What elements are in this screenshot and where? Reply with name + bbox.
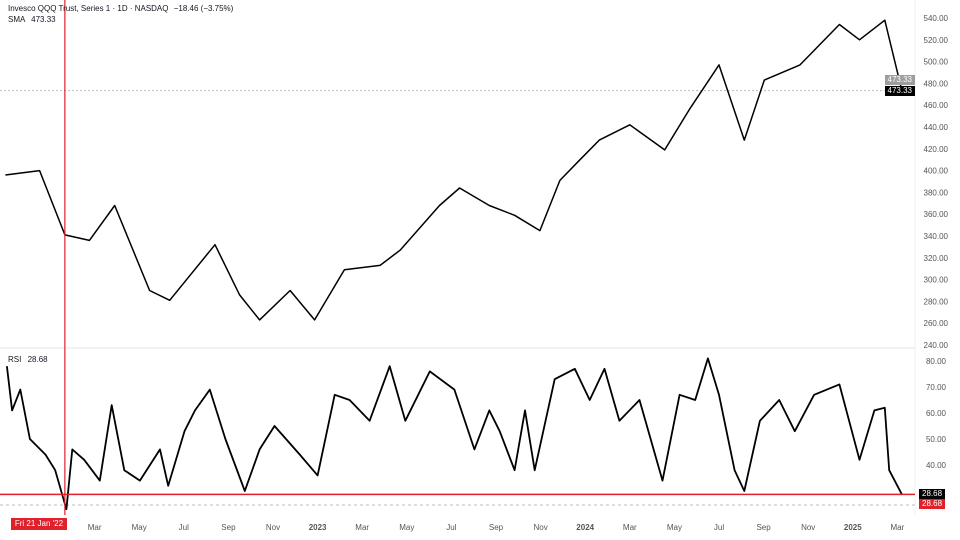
time-tick-label: Nov — [266, 523, 280, 532]
price-tick-label: 400.00 — [924, 167, 949, 176]
sma-legend[interactable]: SMA 473.33 — [8, 15, 56, 24]
price-tick-label: 380.00 — [924, 188, 949, 197]
price-change: −18.46 (−3.75%) — [173, 4, 234, 13]
price-tick-label: 460.00 — [924, 101, 949, 110]
sma-label: SMA — [8, 15, 25, 24]
time-tick-label: Mar — [891, 523, 905, 532]
time-tick-label: Mar — [88, 523, 102, 532]
time-tick-label: 2025 — [844, 523, 862, 532]
time-tick-label: Mar — [623, 523, 637, 532]
rsi-label: RSI — [8, 355, 22, 364]
rsi-tick-label: 60.00 — [926, 409, 947, 418]
time-tick-label: Jul — [714, 523, 724, 532]
rsi-tick-label: 40.00 — [926, 461, 947, 470]
price-tick-label: 360.00 — [924, 210, 949, 219]
rsi-last-badge: 28.68 — [919, 489, 946, 499]
time-tick-label: May — [667, 523, 682, 532]
time-tick-label: May — [399, 523, 414, 532]
price-tick-label: 340.00 — [924, 232, 949, 241]
sma-price-badge: 473.33 — [884, 75, 915, 85]
price-tick-label: 440.00 — [924, 123, 949, 132]
time-tick-label: Sep — [221, 523, 236, 532]
price-series-line — [5, 19, 903, 321]
time-tick-label: Jul — [179, 523, 189, 532]
crosshair-date-badge: Fri 21 Jan '22 — [10, 518, 68, 530]
price-tick-label: 240.00 — [924, 341, 949, 350]
time-tick-label: Nov — [801, 523, 815, 532]
rsi-tick-label: 50.00 — [926, 435, 947, 444]
price-tick-label: 420.00 — [924, 145, 949, 154]
symbol-legend[interactable]: Invesco QQQ Trust, Series 1 · 1D · NASDA… — [8, 4, 233, 13]
price-axis[interactable]: 540.00 520.00 500.00 480.00 460.00 440.00 420.… — [924, 14, 949, 350]
time-tick-label: 2024 — [576, 523, 594, 532]
symbol-title: Invesco QQQ Trust, Series 1 · 1D · NASDA… — [8, 4, 169, 13]
time-tick-label: May — [132, 523, 147, 532]
time-tick-label: Jul — [446, 523, 456, 532]
price-tick-label: 540.00 — [924, 14, 949, 23]
price-tick-label: 320.00 — [924, 254, 949, 263]
time-tick-label: 2023 — [309, 523, 327, 532]
price-tick-label: 520.00 — [924, 36, 949, 45]
sma-value: 473.33 — [31, 15, 56, 24]
time-tick-label: Mar — [355, 523, 369, 532]
time-tick-label: Sep — [489, 523, 504, 532]
time-tick-label: Nov — [533, 523, 547, 532]
price-tick-label: 280.00 — [924, 297, 949, 306]
rsi-series-line — [6, 357, 903, 511]
price-tick-label: 260.00 — [924, 319, 949, 328]
time-axis[interactable]: Mar May Jul Sep Nov 2023 Mar May Jul Sep Nov 2024 Ma… — [88, 523, 905, 532]
price-tick-label: 500.00 — [924, 58, 949, 67]
rsi-axis[interactable]: 80.00 70.00 60.00 50.00 40.00 — [926, 357, 947, 470]
time-tick-label: Sep — [756, 523, 771, 532]
rsi-cross-badge: 28.68 — [919, 499, 946, 509]
rsi-value: 28.68 — [27, 355, 48, 364]
price-tick-label: 480.00 — [924, 79, 949, 88]
last-price-badge: 473.33 — [884, 86, 915, 96]
rsi-tick-label: 70.00 — [926, 383, 947, 392]
rsi-tick-label: 80.00 — [926, 357, 947, 366]
price-tick-label: 300.00 — [924, 276, 949, 285]
rsi-legend[interactable]: RSI 28.68 — [8, 355, 48, 364]
